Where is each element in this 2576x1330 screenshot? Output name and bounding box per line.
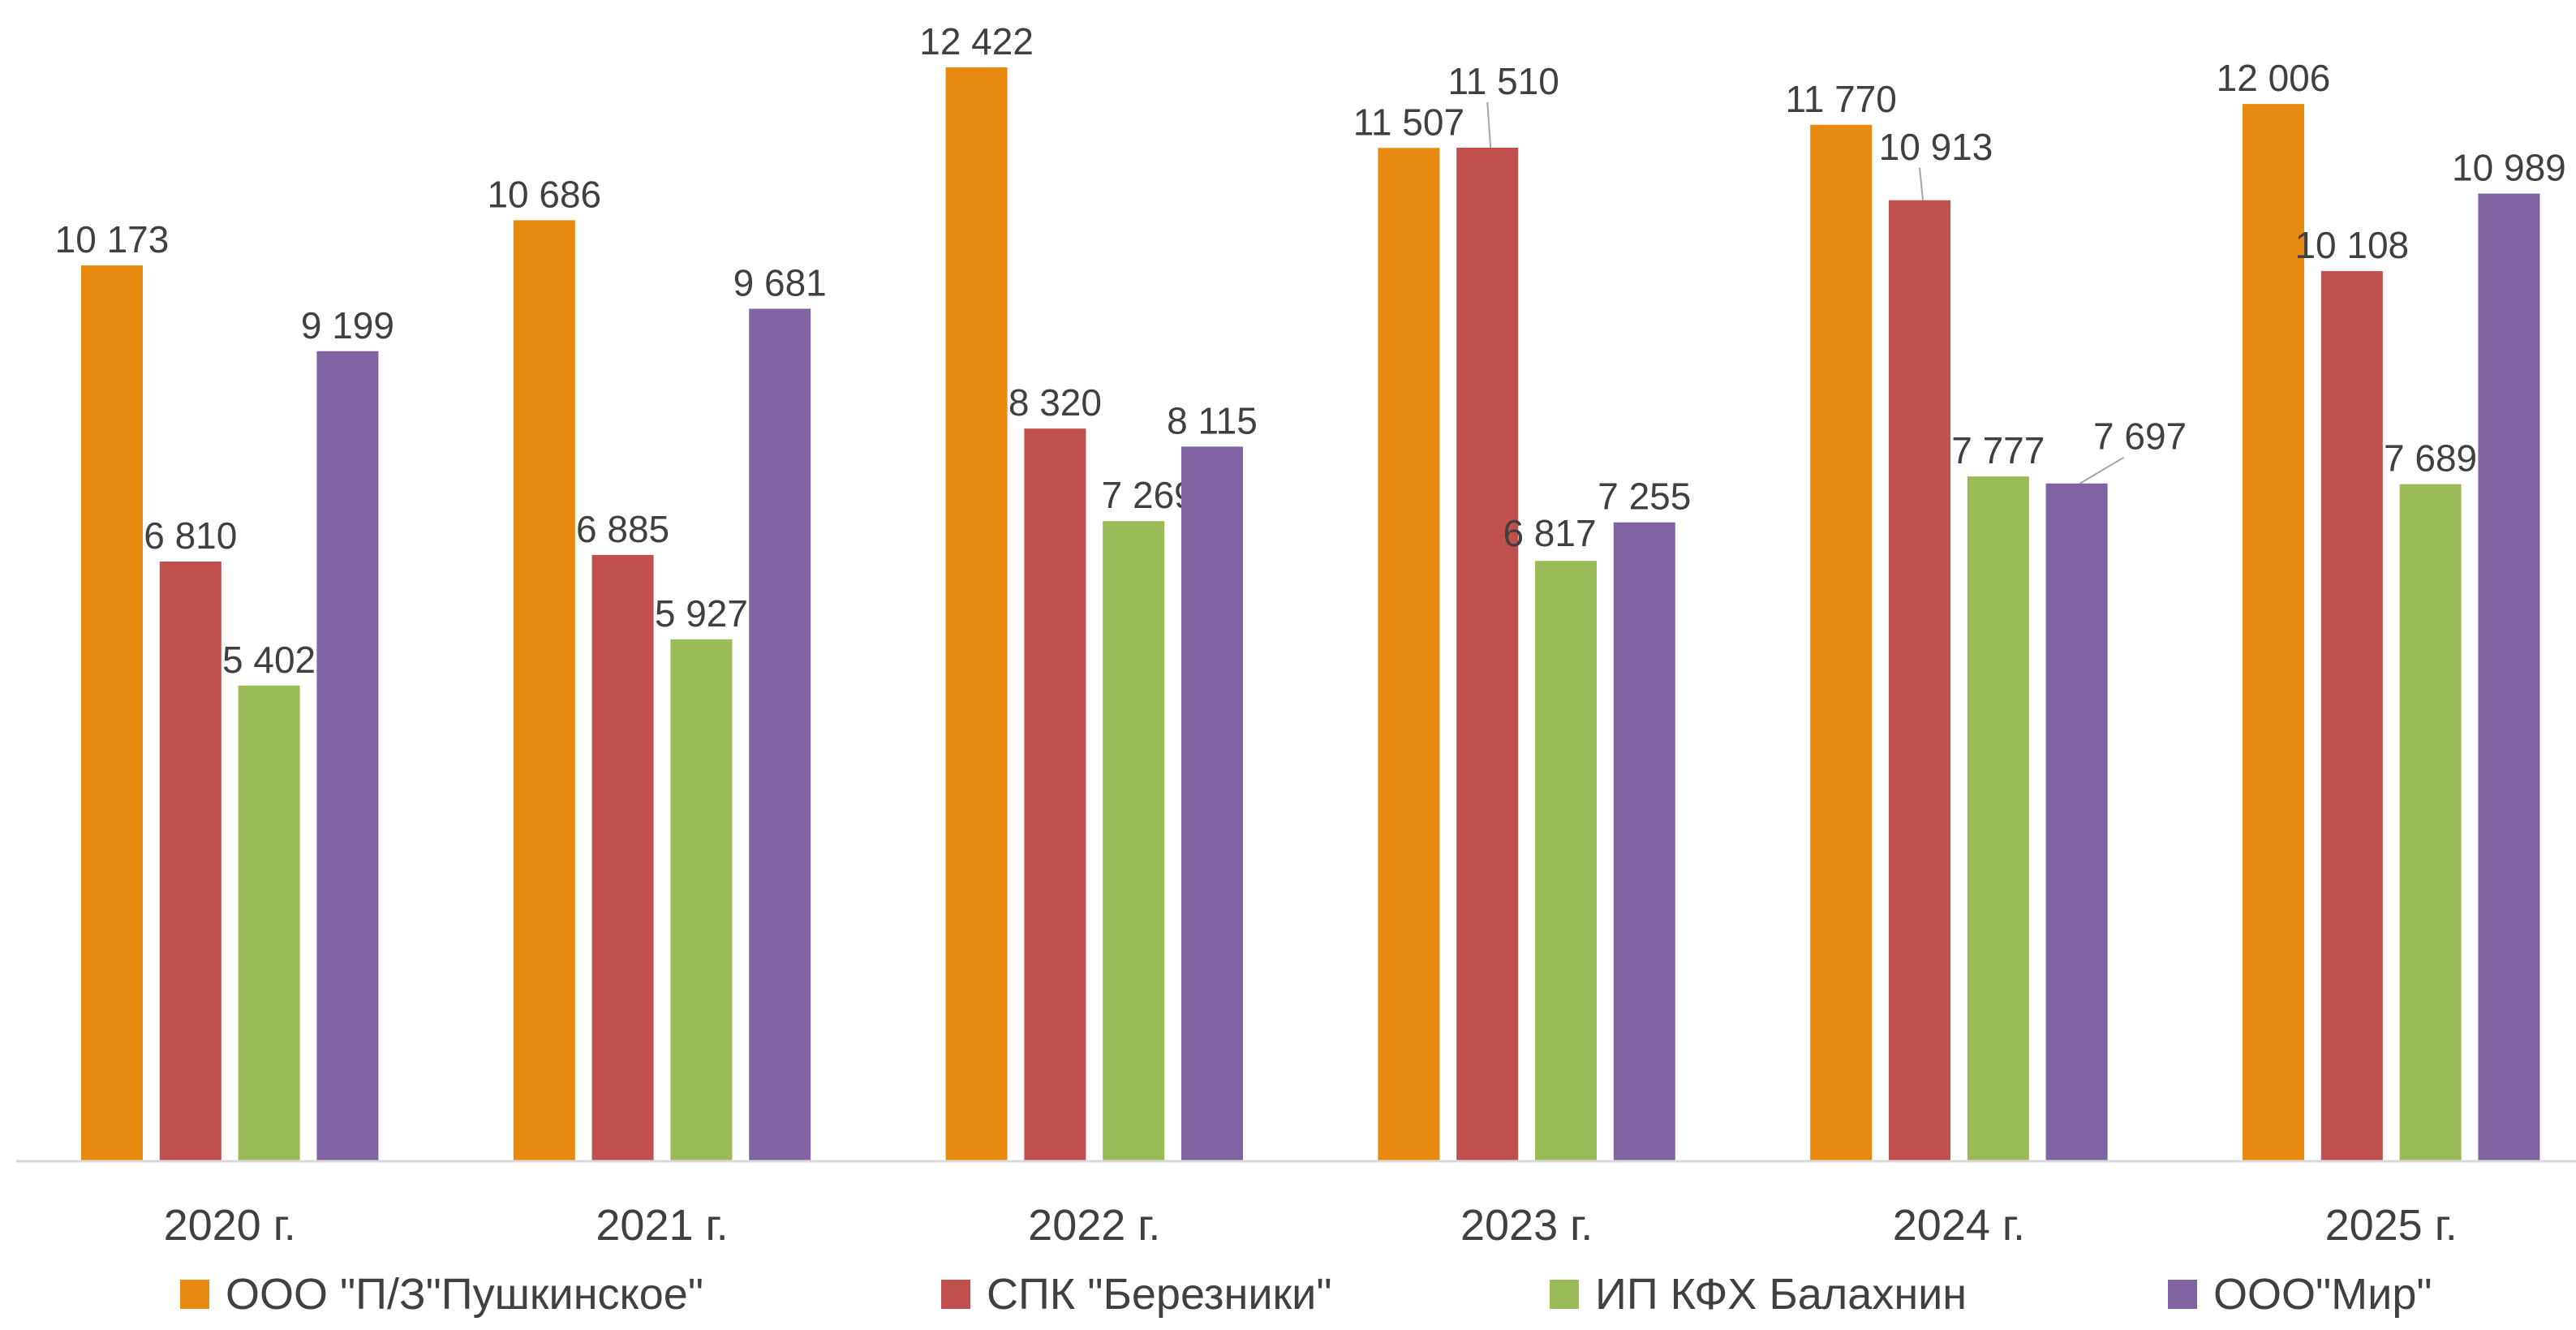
bar-3-0 [1378, 148, 1440, 1161]
bar-4-3 [2045, 483, 2108, 1161]
bar-4-2 [1967, 476, 2029, 1161]
legend-swatch [2168, 1280, 2197, 1309]
data-label-3-0: 11 507 [1353, 101, 1464, 143]
bar-3-2 [1535, 561, 1597, 1161]
data-label-5-1: 10 108 [2294, 224, 2409, 266]
data-label-4-0: 11 770 [1786, 78, 1897, 120]
bar-0-3 [316, 351, 379, 1162]
data-label-1-0: 10 686 [487, 173, 601, 215]
bar-1-0 [513, 220, 575, 1162]
legend-item-2: ИП КФХ Балахнин [1550, 1266, 1967, 1323]
data-label-2-1: 8 320 [1008, 381, 1102, 424]
data-label-5-0: 12 006 [2217, 57, 2331, 99]
legend-label: ООО"Мир" [2213, 1270, 2432, 1319]
bar-2-3 [1181, 446, 1243, 1161]
bar-0-0 [81, 265, 143, 1161]
legend-label: ООО "П/З"Пушкинское" [226, 1270, 703, 1319]
bar-2-0 [945, 67, 1008, 1161]
data-label-1-2: 5 927 [655, 592, 748, 635]
x-tick-label-2: 2022 г. [1028, 1201, 1160, 1250]
bar-5-0 [2243, 104, 2304, 1162]
legend-label: ИП КФХ Балахнин [1595, 1270, 1967, 1319]
data-label-2-0: 12 422 [919, 20, 1034, 62]
bar-2-1 [1024, 428, 1086, 1161]
bar-4-1 [1889, 200, 1950, 1161]
bar-5-2 [2399, 484, 2462, 1161]
data-label-3-3: 7 255 [1598, 476, 1691, 518]
data-label-2-2: 7 269 [1102, 474, 1195, 516]
data-label-0-1: 6 810 [144, 514, 237, 557]
data-label-3-1: 11 510 [1448, 60, 1559, 102]
data-label-4-2: 7 777 [1951, 429, 2045, 471]
x-tick-label-5: 2025 г. [2325, 1201, 2458, 1250]
label-leader-4-1 [1919, 167, 1924, 200]
x-tick-label-1: 2021 г. [596, 1201, 728, 1250]
bar-5-3 [2478, 193, 2540, 1161]
data-label-5-3: 10 989 [2452, 147, 2566, 189]
data-label-1-1: 6 885 [576, 508, 669, 550]
data-label-3-2: 6 817 [1503, 512, 1596, 554]
legend-item-3: ООО"Мир" [2168, 1266, 2432, 1323]
x-tick-label-0: 2020 г. [164, 1201, 296, 1250]
legend-swatch [1550, 1280, 1579, 1309]
bar-1-3 [749, 308, 811, 1161]
bar-5-1 [2320, 271, 2383, 1162]
bar-2-2 [1103, 521, 1165, 1161]
x-tick-label-3: 2023 г. [1460, 1201, 1593, 1250]
bar-chart: 10 173 6 810 5 402 9 199 2020 г. 10 686 6 885 5… [16, 20, 2576, 1250]
data-label-1-3: 9 681 [733, 261, 827, 303]
bar-4-0 [1810, 124, 1873, 1161]
label-leader-4-3 [2079, 456, 2125, 484]
bar-1-2 [670, 639, 733, 1161]
legend-label: СПК "Березники" [987, 1270, 1332, 1319]
data-label-5-2: 7 689 [2384, 437, 2477, 480]
legend-item-1: СПК "Березники" [941, 1266, 1332, 1323]
data-label-0-0: 10 173 [55, 218, 170, 260]
legend-item-0: ООО "П/З"Пушкинское" [180, 1266, 703, 1323]
bar-0-1 [159, 561, 221, 1161]
bar-3-1 [1456, 147, 1519, 1161]
label-leader-3-1 [1486, 101, 1492, 148]
data-label-2-3: 8 115 [1167, 399, 1258, 441]
bar-0-2 [238, 685, 300, 1161]
data-label-4-1: 10 913 [1879, 126, 1993, 168]
legend-swatch [941, 1280, 970, 1309]
chart-legend: ООО "П/З"Пушкинское" СПК "Березники" ИП КФ… [0, 1266, 2576, 1323]
data-label-0-3: 9 199 [301, 304, 394, 346]
legend-swatch [180, 1280, 209, 1309]
data-label-4-3: 7 697 [2093, 415, 2187, 458]
x-tick-label-4: 2024 г. [1893, 1201, 2025, 1250]
data-label-0-2: 5 402 [222, 639, 316, 681]
bar-1-1 [591, 554, 654, 1161]
bar-3-3 [1613, 522, 1675, 1161]
